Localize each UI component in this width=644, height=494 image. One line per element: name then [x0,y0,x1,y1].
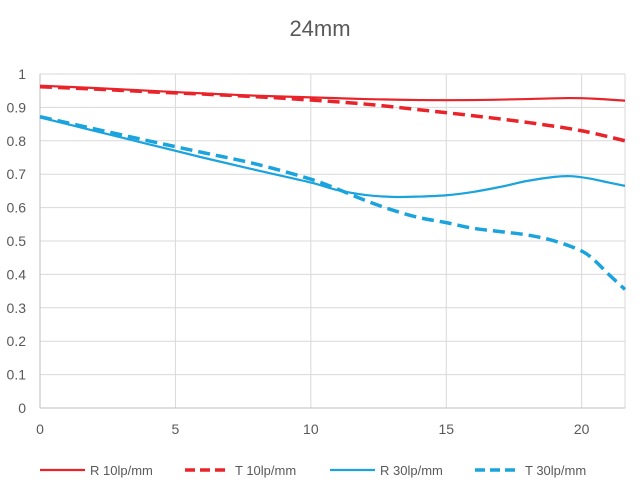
y-tick-label: 0.3 [7,300,27,316]
series-line-0 [39,84,626,102]
series-line-1 [39,84,626,143]
x-tick-label: 5 [172,421,180,437]
series-line-3 [39,115,627,291]
y-tick-label: 0 [18,400,26,416]
legend: R 10lp/mm T 10lp/mm R 30lp/mm T 30lp/mm [40,463,586,478]
legend-label-1: T 10lp/mm [235,463,296,478]
x-tick-label: 20 [574,421,590,437]
y-tick-label: 0.9 [7,99,27,115]
y-tick-label: 0.6 [7,200,27,216]
y-tick-label: 0.1 [7,367,27,383]
x-tick-label: 0 [36,421,44,437]
legend-label-0: R 10lp/mm [90,463,153,478]
y-tick-label: 1 [18,66,26,82]
y-tick-labels: 0 0.1 0.2 0.3 0.4 0.5 0.6 0.7 0.8 0.9 1 [7,66,27,416]
legend-label-3: T 30lp/mm [525,463,586,478]
y-tick-label: 0.8 [7,133,27,149]
series-lines [39,84,627,291]
y-tick-label: 0.4 [7,266,27,282]
y-tick-label: 0.2 [7,333,27,349]
x-tick-label: 15 [438,421,454,437]
grid [39,73,626,409]
x-tick-labels: 0 5 10 15 20 [36,421,590,437]
x-tick-label: 10 [303,421,319,437]
y-tick-label: 0.7 [7,166,27,182]
series-line-2 [39,116,626,199]
y-tick-label: 0.5 [7,233,27,249]
legend-label-2: R 30lp/mm [380,463,443,478]
chart-title: 24mm [289,16,350,41]
